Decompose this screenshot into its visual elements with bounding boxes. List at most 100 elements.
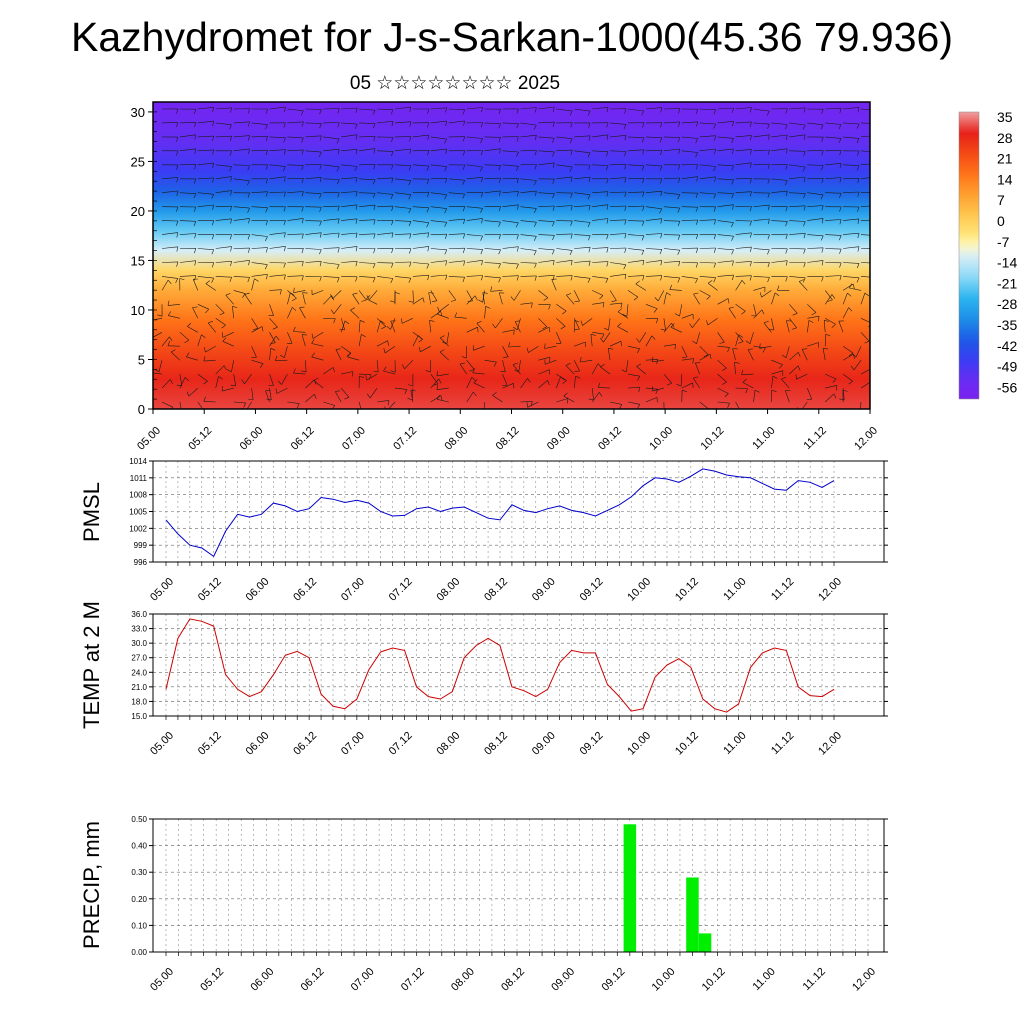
wind-barb	[332, 290, 342, 299]
wind-barb-flag	[355, 177, 358, 183]
wind-barb-flag	[803, 134, 806, 140]
wind-barb	[197, 177, 214, 180]
wind-barb	[305, 232, 322, 235]
wind-barb-flag	[408, 300, 414, 303]
wind-barb	[311, 343, 324, 347]
wind-barb-flag	[477, 327, 479, 333]
x-tick-label: 06.12	[291, 576, 319, 604]
wind-barb-flag	[552, 138, 555, 143]
wind-barb	[448, 260, 465, 263]
y-tick-label: 0.40	[131, 842, 147, 851]
y-tick-label: 15.0	[131, 712, 147, 721]
wind-barb	[430, 192, 447, 195]
wind-barb-flag	[390, 370, 396, 373]
wind-barb	[556, 205, 573, 207]
wind-barb-flag	[229, 277, 232, 282]
wind-barb	[179, 374, 183, 386]
wind-barb	[513, 290, 521, 301]
wind-barb	[287, 191, 304, 193]
wind-barb-flag	[212, 177, 215, 183]
wind-barb	[430, 164, 447, 167]
wind-barb	[699, 164, 716, 167]
wind-barb	[466, 260, 483, 263]
wind-barb	[197, 373, 208, 382]
wind-barb	[305, 261, 322, 263]
wind-barb	[717, 274, 734, 277]
wind-barb-flag	[516, 151, 519, 157]
wind-barb-flag	[795, 374, 797, 380]
wind-barb	[566, 295, 575, 305]
wind-barb-flag	[831, 324, 836, 328]
wind-barb	[544, 359, 557, 365]
wind-barb	[592, 191, 609, 193]
wind-barb	[161, 279, 169, 291]
wind-barb	[341, 107, 358, 110]
wind-barb	[610, 219, 627, 221]
wind-barb	[376, 320, 381, 333]
wind-barb-flag	[373, 136, 376, 142]
wind-barb-flag	[606, 165, 609, 171]
wind-barb-flag	[283, 220, 286, 226]
wind-barb-flag	[204, 347, 206, 353]
wind-barb	[556, 275, 573, 277]
wind-barb	[466, 391, 474, 403]
wind-barb	[717, 332, 725, 343]
wind-barb	[359, 108, 376, 111]
wind-barb	[167, 304, 180, 306]
wind-barb-flag	[722, 381, 727, 385]
wind-barb-flag	[462, 206, 466, 212]
wind-barb-flag	[301, 261, 304, 267]
wind-barb	[699, 247, 716, 249]
wind-barb-flag	[713, 123, 716, 129]
wind-barb-flag	[681, 389, 687, 393]
x-tick-label: 12.00	[850, 966, 878, 994]
x-tick-label: 08.00	[434, 730, 462, 758]
wind-barb-flag	[301, 275, 304, 281]
wind-barb	[609, 340, 622, 347]
wind-barb	[538, 121, 555, 124]
wind-barb-flag	[229, 234, 232, 240]
wind-barb	[753, 204, 770, 207]
wind-barb	[376, 318, 387, 327]
wind-barb	[430, 220, 447, 223]
wind-barb	[551, 279, 557, 291]
wind-barb-flag	[283, 149, 286, 155]
wind-barb-flag	[283, 122, 286, 128]
wind-barb	[313, 380, 324, 389]
wind-barb	[663, 261, 680, 263]
wind-barb-flag	[462, 150, 466, 156]
wind-barb	[825, 177, 842, 180]
wind-barb	[789, 122, 806, 126]
wind-barb	[645, 248, 662, 250]
wind-barb-flag	[499, 190, 501, 196]
wind-barb-flag	[803, 248, 806, 254]
wind-barb	[627, 386, 641, 389]
wind-barb-flag	[514, 369, 519, 373]
wind-barb	[860, 262, 870, 264]
wind-barb-flag	[741, 280, 746, 285]
wind-barb	[251, 262, 268, 265]
wind-barb-flag	[390, 278, 394, 284]
wind-barb-flag	[498, 277, 501, 283]
wind-barb	[645, 359, 658, 361]
wind-barb	[341, 134, 358, 138]
wind-barb	[246, 401, 252, 409]
wind-barb	[670, 326, 682, 333]
wind-barb-flag	[212, 149, 215, 155]
wind-barb-flag	[461, 356, 467, 359]
wind-barb	[520, 206, 537, 209]
wind-barb-flag	[211, 220, 215, 226]
wind-barb	[538, 192, 555, 194]
wind-barb-flag	[876, 205, 877, 210]
wind-barb	[179, 134, 196, 138]
wind-barb-flag	[641, 235, 645, 241]
wind-barb-flag	[230, 384, 236, 387]
wind-barb-flag	[868, 324, 870, 328]
precip-frame	[152, 818, 885, 953]
wind-barb	[807, 192, 824, 196]
wind-barb-flag	[355, 261, 358, 267]
wind-barb-flag	[337, 179, 340, 185]
wind-barb-flag	[270, 347, 276, 351]
wind-barb-flag	[767, 277, 770, 283]
